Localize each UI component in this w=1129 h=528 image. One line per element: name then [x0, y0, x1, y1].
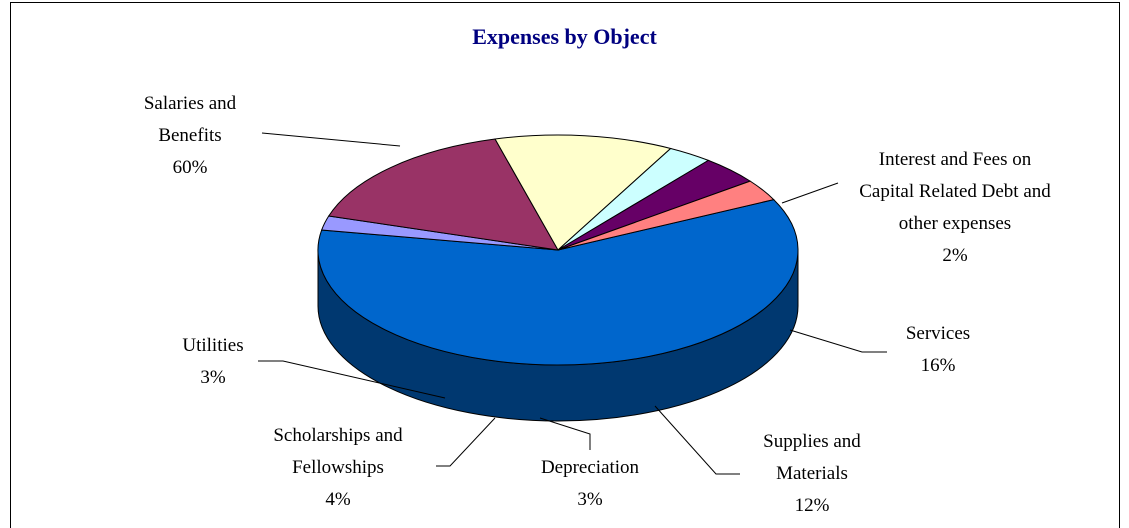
value-label: 3% [200, 367, 226, 388]
leader-line [654, 405, 740, 475]
leader-line [258, 360, 446, 399]
slice [317, 199, 799, 366]
slice-label: Scholarships and Fellowships 4% [238, 420, 438, 516]
leader-line [539, 417, 591, 450]
category-label: Interest and Fees on Capital Related Deb… [859, 149, 1051, 234]
value-label: 2% [942, 245, 968, 266]
leader-line [261, 132, 401, 147]
slice-label: Supplies and Materials 12% [742, 426, 882, 522]
slice-label: Salaries and Benefits 60% [125, 88, 255, 184]
slice-label: Depreciation 3% [515, 452, 665, 516]
value-label: 3% [577, 489, 603, 510]
category-label: Depreciation [540, 457, 640, 478]
category-label: Services [905, 323, 971, 344]
leader-line [781, 182, 839, 204]
leader-line [436, 417, 496, 467]
slice [327, 138, 559, 251]
slice-label: Interest and Fees on Capital Related Deb… [850, 144, 1060, 272]
slice [494, 134, 672, 251]
category-label: Scholarships and Fellowships [273, 425, 403, 478]
value-label: 60% [172, 157, 208, 178]
value-label: 4% [325, 489, 351, 510]
value-label: 16% [920, 355, 956, 376]
leader-line [789, 329, 887, 353]
category-label: Salaries and Benefits [143, 93, 237, 146]
chart-title: Expenses by Object [472, 24, 657, 49]
slice-label: Utilities 3% [148, 330, 278, 394]
category-label: Utilities [182, 335, 244, 356]
value-label: 12% [794, 495, 830, 516]
category-label: Supplies and Materials [763, 431, 861, 484]
slice-label: Services 16% [873, 318, 1003, 382]
slice [557, 180, 775, 251]
